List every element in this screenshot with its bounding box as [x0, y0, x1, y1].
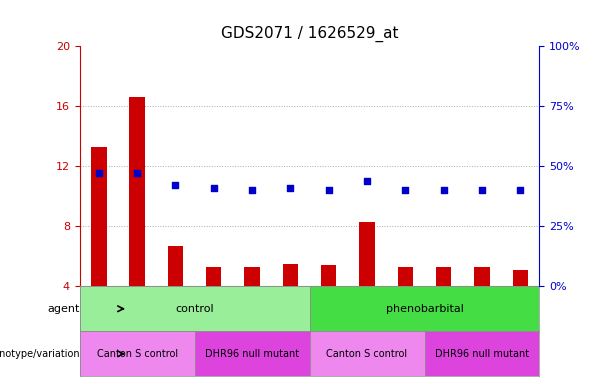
Bar [129, 97, 145, 346]
Bar [91, 147, 107, 346]
Bar [512, 270, 528, 346]
Bar [321, 265, 337, 346]
Bar [474, 267, 490, 346]
Point [286, 185, 295, 191]
Point [94, 170, 104, 176]
Point [439, 187, 449, 193]
Text: Canton S control: Canton S control [327, 349, 408, 359]
Point [170, 182, 180, 189]
FancyBboxPatch shape [310, 286, 539, 331]
Bar [436, 267, 451, 346]
FancyBboxPatch shape [310, 331, 424, 376]
Bar [283, 264, 298, 346]
Point [516, 187, 525, 193]
Bar [359, 222, 375, 346]
Text: control: control [175, 304, 214, 314]
Text: genotype/variation: genotype/variation [0, 349, 80, 359]
Point [362, 177, 372, 184]
Bar [245, 267, 260, 346]
Text: DHR96 null mutant: DHR96 null mutant [205, 349, 299, 359]
Point [400, 187, 410, 193]
FancyBboxPatch shape [424, 331, 539, 376]
Text: phenobarbital: phenobarbital [386, 304, 463, 314]
Bar [206, 267, 221, 346]
FancyBboxPatch shape [80, 286, 310, 331]
Bar [168, 246, 183, 346]
Point [247, 187, 257, 193]
Bar [398, 267, 413, 346]
FancyBboxPatch shape [195, 331, 310, 376]
Text: DHR96 null mutant: DHR96 null mutant [435, 349, 529, 359]
Point [132, 170, 142, 176]
Point [209, 185, 219, 191]
Point [324, 187, 333, 193]
Point [477, 187, 487, 193]
Text: agent: agent [47, 304, 80, 314]
FancyBboxPatch shape [80, 331, 195, 376]
Title: GDS2071 / 1626529_at: GDS2071 / 1626529_at [221, 26, 398, 42]
Text: Canton S control: Canton S control [97, 349, 178, 359]
